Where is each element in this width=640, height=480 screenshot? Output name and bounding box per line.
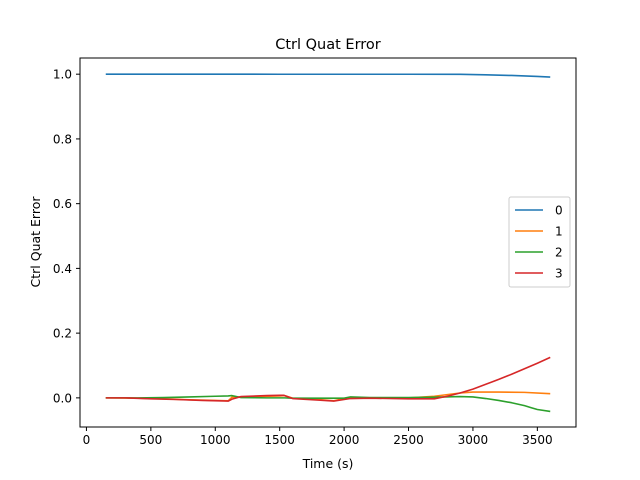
x-tick-label: 1500: [264, 433, 295, 447]
y-tick-label: 0.6: [53, 197, 72, 211]
series-layer: [105, 73, 551, 413]
x-tick-label: 500: [139, 433, 162, 447]
y-tick-label: 0.0: [53, 391, 72, 405]
legend-box: [508, 196, 571, 288]
x-tick-label: 3500: [522, 433, 553, 447]
legend-label: 2: [555, 246, 563, 260]
series-line-2: [105, 394, 551, 413]
y-axis-label: Ctrl Quat Error: [28, 196, 43, 288]
x-tick-label: 0: [83, 433, 91, 447]
y-tick-label: 1.0: [53, 68, 72, 82]
legend-label: 0: [555, 204, 563, 218]
x-axis-ticks: 0 500 1000 1500 2000 2500 3000 3500: [83, 427, 553, 447]
y-tick-label: 0.4: [53, 262, 72, 276]
x-tick-label: 2500: [393, 433, 424, 447]
y-axis-ticks: 0.0 0.2 0.4 0.6 0.8 1.0: [53, 68, 80, 405]
plot-frame: [79, 57, 577, 428]
series-line-0: [105, 73, 551, 78]
y-tick-label: 0.8: [53, 132, 72, 146]
series-line-3: [105, 356, 551, 402]
chart-title: Ctrl Quat Error: [275, 37, 381, 53]
legend: 0 1 2 3: [508, 196, 571, 288]
x-tick-label: 3000: [458, 433, 489, 447]
x-axis-label: Time (s): [302, 456, 354, 471]
legend-label: 1: [555, 225, 563, 239]
legend-entries: 0 1 2 3: [515, 204, 563, 281]
legend-label: 3: [555, 267, 563, 281]
x-tick-label: 1000: [200, 433, 231, 447]
y-tick-label: 0.2: [53, 327, 72, 341]
x-tick-label: 2000: [329, 433, 360, 447]
